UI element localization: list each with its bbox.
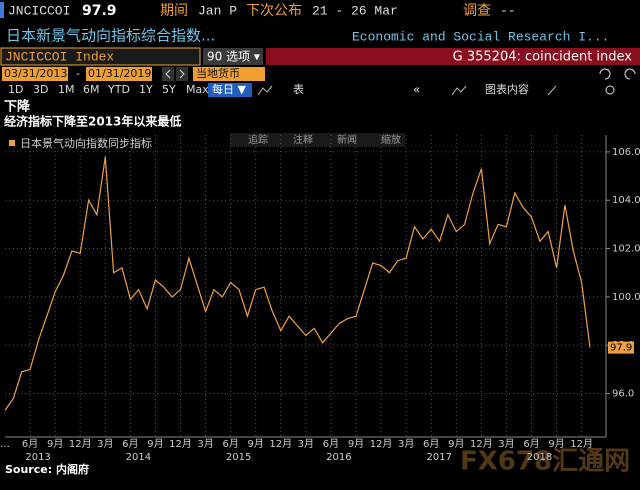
next-date: 21 - 26 Mar [312,3,398,18]
x-tick-label: 6月 [423,438,439,450]
edit-icon[interactable] [451,85,467,96]
range-button[interactable]: 1D [8,83,23,96]
prev-icon [165,69,171,79]
x-tick-label: 9月 [47,438,63,450]
y-tick-label: 104.0 [612,195,640,206]
watermark: FX678汇通网 [460,447,630,477]
year-label: 2017 [426,452,451,463]
range-button[interactable]: 1Y [139,83,153,96]
x-tick-label: 9月 [147,438,163,450]
start-field[interactable] [2,67,68,81]
x-tick-label: 3月 [398,438,414,450]
currency-field[interactable] [193,67,265,81]
x-tick-label: 12月 [570,438,593,450]
year-label: 2015 [226,452,251,463]
x-tick-label: 12月 [470,438,493,450]
tools-bar [230,133,405,147]
frequency[interactable]: 每日 ▼ [212,82,246,96]
legend-label: 日本景气动向指数同步指标 [20,136,152,150]
chart-tool[interactable]: 缩放 [381,133,401,146]
range-button[interactable]: 5Y [162,83,176,96]
prev-button[interactable] [162,67,174,81]
y-tick-label: 106.0 [612,147,640,158]
start-date[interactable]: 03/31/2013 [4,67,67,80]
x-tick-label: 3月 [97,438,113,450]
range-button[interactable]: 1M [58,83,75,96]
range-button[interactable]: YTD [107,83,130,96]
x-tick-label: 12月 [269,438,292,450]
y-tick-label: 100.0 [612,292,640,303]
x-tick-label: 6月 [222,438,238,450]
security[interactable]: JNCICCOI Index [5,49,114,64]
last-value-tag [608,341,634,354]
x-tick-label: 12月 [169,438,192,450]
x-tick-label: 3月 [298,438,314,450]
last-value: 97.9 [82,3,117,19]
end-date[interactable]: 01/31/2019 [88,67,151,80]
period-label: 期间 [160,3,188,19]
chart-icon[interactable] [257,85,273,96]
survey-label: 调查 [463,3,491,19]
year-label: 2013 [25,452,50,463]
x-tick-label: … [0,439,10,450]
chart-title: 下降 [4,99,31,115]
legend-swatch [9,140,15,146]
x-tick-label: 6月 [323,438,339,450]
x-tick-label: 12月 [370,438,393,450]
x-tick-label: 9月 [248,438,264,450]
x-tick-label: 12月 [69,438,92,450]
y-tick-label: 102.0 [612,244,640,255]
y-tick-label: 96.0 [612,389,634,400]
chart-content[interactable]: 图表内容 [485,82,529,96]
settings-icon[interactable] [605,85,615,95]
table-button[interactable]: 表 [293,82,304,96]
range-button[interactable]: Max [186,83,209,96]
next-icon [179,69,185,79]
date-dash: - [76,67,80,80]
end-field[interactable] [86,67,152,81]
next-label: 下次公布 [246,3,302,19]
year-label: 2014 [126,452,151,463]
undo-icon[interactable] [599,68,611,80]
range-button[interactable]: 3D [33,83,48,96]
page-bar [266,48,640,65]
options-button[interactable] [203,48,263,65]
pen-icon[interactable] [547,85,557,96]
survey: -- [500,3,516,18]
security-field[interactable] [0,47,201,66]
chart-subtitle: 经济指标下降至2013年以来最低 [4,114,181,129]
redo-icon[interactable] [624,68,636,80]
x-tick-label: 3月 [498,438,514,450]
period: Jan P [198,3,237,18]
x-tick-label: 9月 [348,438,364,450]
x-tick-label: 3月 [197,438,213,450]
x-tick-label: 6月 [22,438,38,450]
x-tick-label: 6月 [523,438,539,450]
x-tick-label: 9月 [548,438,564,450]
series-line [4,156,591,411]
chart-tool[interactable]: 新闻 [337,133,357,146]
range-button[interactable]: 6M [83,83,100,96]
chart-tool[interactable]: 注释 [293,133,313,146]
year-label: 2016 [326,452,351,463]
marker [0,2,4,18]
x-tick-label: 9月 [448,438,464,450]
frequency-button[interactable] [208,83,252,97]
x-tick-label: 6月 [122,438,138,450]
ticker: JNCICCOI [8,3,70,18]
year-label: 2018 [527,452,552,463]
next-button[interactable] [176,67,188,81]
options[interactable]: 90 选项 ▾ [207,50,260,64]
last-value-label: 97.9 [610,343,632,354]
currency[interactable]: 当地货币 [196,66,240,80]
source: Source: 内阁府 [5,462,89,476]
source-name: Economic and Social Research I... [352,29,609,44]
chart-tool[interactable]: 追踪 [248,133,268,146]
collapse-icon[interactable]: « [413,83,420,97]
page-title: G 355204: coincident index [453,50,633,65]
name-cn: 日本新景气动向指标综合指数... [6,27,215,45]
